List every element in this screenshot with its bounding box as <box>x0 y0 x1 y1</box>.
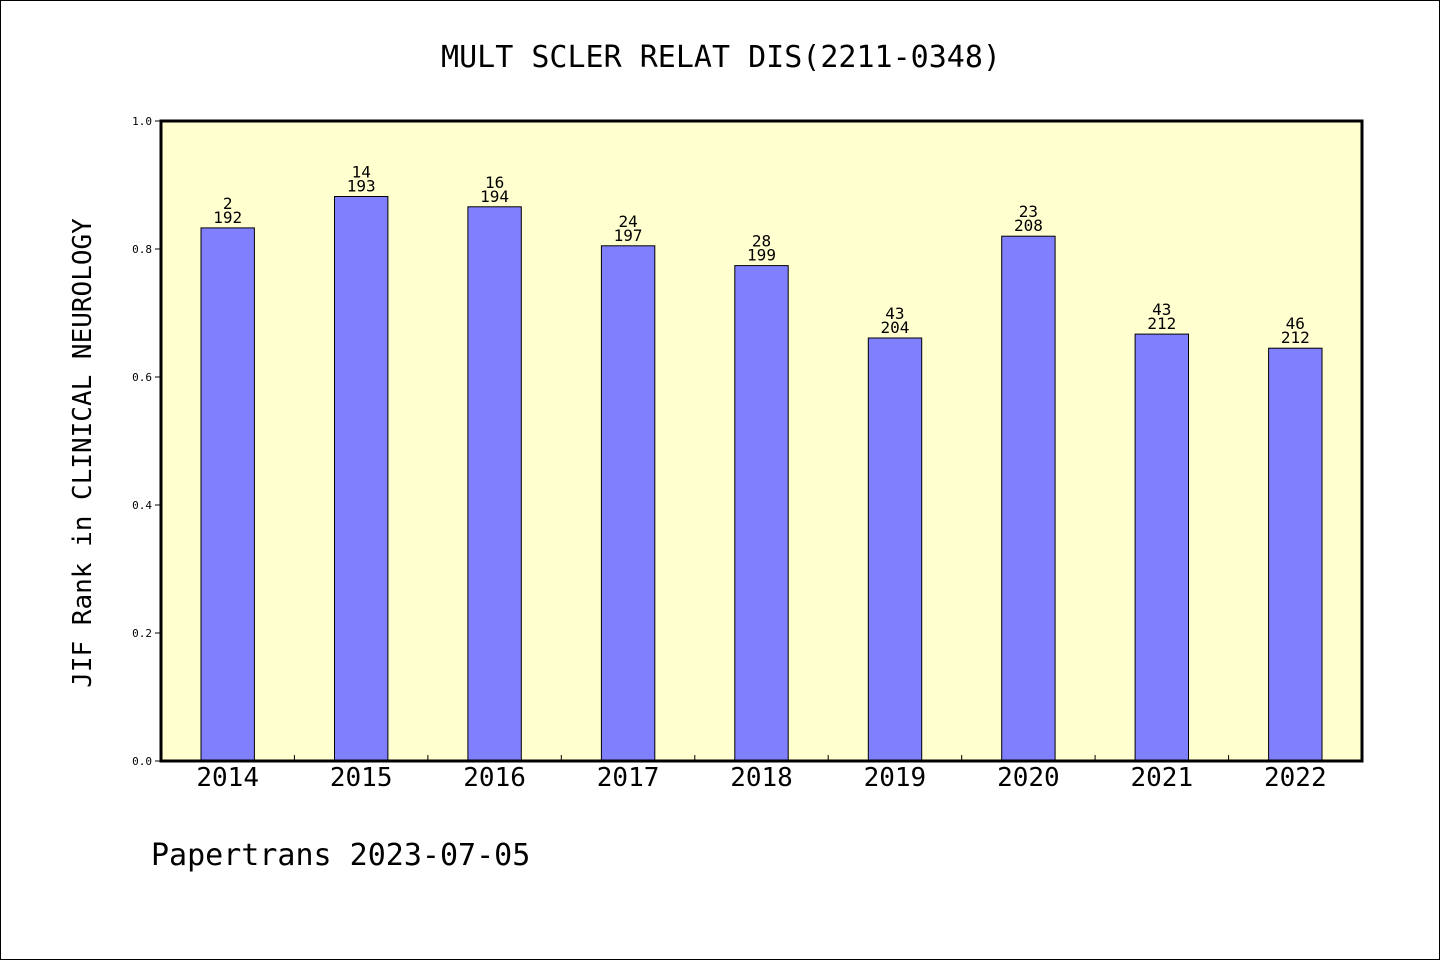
x-axis: 2014 2015 2016 2017 2018 2019 2020 2021 2022 <box>196 755 1327 793</box>
bar-2018 <box>734 265 789 762</box>
y-tick-label: 0.4 <box>132 499 152 512</box>
bar-total-label: 194 <box>480 187 509 206</box>
bar-total-label: 212 <box>1281 328 1310 347</box>
x-tick-label: 2021 <box>1130 763 1193 793</box>
x-tick-label: 2019 <box>864 763 927 793</box>
bar-2019 <box>867 337 923 762</box>
bar-rank-label: 23 <box>1019 202 1038 221</box>
bar-rank-label: 24 <box>618 212 637 231</box>
x-tick-label: 2015 <box>330 763 393 793</box>
x-tick-label: 2018 <box>730 763 793 793</box>
bar-total-label: 212 <box>1147 314 1176 333</box>
chart-title: MULT SCLER RELAT DIS(2211-0348) <box>441 40 1001 75</box>
y-tick-label: 0.6 <box>132 371 152 384</box>
bar-total-label: 204 <box>880 318 909 337</box>
bar-total-label: 193 <box>347 177 376 196</box>
bar-total-label: 197 <box>614 226 643 245</box>
x-tick-label: 2014 <box>196 763 259 793</box>
bar-2015 <box>334 196 389 762</box>
plot-border <box>159 119 1364 763</box>
bar-rank-label: 14 <box>352 163 371 182</box>
bar-2017 <box>600 245 656 762</box>
bar-rank-label: 28 <box>752 232 771 251</box>
bar-total-label: 199 <box>747 246 776 265</box>
footer-credit: Papertrans 2023-07-05 <box>151 838 530 873</box>
bar-rank-label: 2 <box>223 194 233 213</box>
y-tick-label: 0.8 <box>132 243 152 256</box>
bar-rank-label: 43 <box>885 304 904 323</box>
y-axis-title: JIF Rank in CLINICAL NEUROLOGY <box>68 218 98 688</box>
bar-rank-label: 46 <box>1286 314 1305 333</box>
y-tick-label: 1.0 <box>132 115 152 128</box>
y-tick-label: 0.0 <box>132 755 152 768</box>
bar-2021 <box>1134 333 1189 762</box>
bar-2022 <box>1268 347 1323 762</box>
bar-2020 <box>1001 235 1056 762</box>
y-axis: 0.0 0.2 0.4 0.6 0.8 1.0 <box>132 115 161 768</box>
y-tick-label: 0.2 <box>132 627 152 640</box>
x-tick-label: 2017 <box>597 763 660 793</box>
bar-total-label: 208 <box>1014 216 1043 235</box>
x-tick-label: 2016 <box>463 763 526 793</box>
bars-layer <box>200 196 1323 762</box>
bar-rank-label: 16 <box>485 173 504 192</box>
bar-2014 <box>200 227 255 762</box>
x-tick-label: 2022 <box>1264 763 1327 793</box>
bar-2016 <box>467 206 522 762</box>
bar-total-label: 192 <box>213 208 242 227</box>
x-tick-label: 2020 <box>997 763 1060 793</box>
bar-rank-label: 43 <box>1152 300 1171 319</box>
